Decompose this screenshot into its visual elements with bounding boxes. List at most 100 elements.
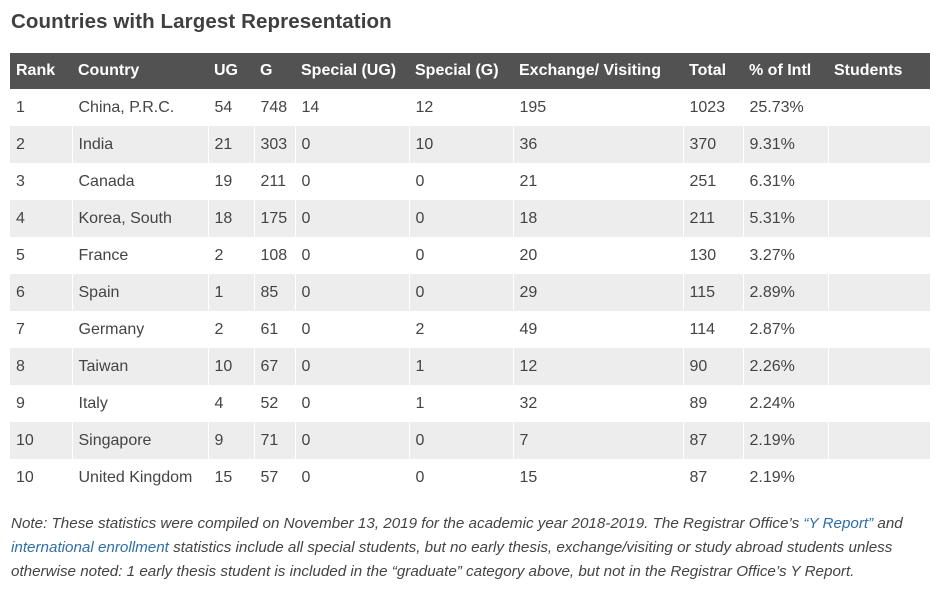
special-g-cell: 0 <box>408 237 513 274</box>
country-cell: China, P.R.C. <box>71 89 208 126</box>
rank-cell: 4 <box>16 209 25 227</box>
country-cell: Singapore <box>71 422 208 459</box>
y-report-link[interactable]: “Y Report” <box>803 515 874 532</box>
total-cell: 87 <box>682 422 743 459</box>
table-row: 3 Canada 19 211 0 0 21 251 6.31% <box>10 163 930 200</box>
header-special-ug: Special (UG) <box>301 62 397 79</box>
country-cell: Canada <box>71 163 208 200</box>
exchange-visiting-cell: 36 <box>512 126 683 163</box>
header-ug: UG <box>214 62 238 79</box>
g-cell: 52 <box>253 385 295 422</box>
special-ug-cell: 0 <box>294 311 409 348</box>
special-ug-cell: 0 <box>294 200 409 237</box>
header-pct-intl: % of Intl <box>749 62 812 79</box>
ug-cell: 9 <box>207 422 254 459</box>
exchange-visiting-cell: 15 <box>512 459 683 496</box>
ug-cell: 2 <box>207 237 254 274</box>
country-cell: Korea, South <box>71 200 208 237</box>
special-ug-cell: 0 <box>294 385 409 422</box>
g-cell: 748 <box>253 89 295 126</box>
header-exchange-visiting: Exchange/ Visiting <box>519 62 661 79</box>
country-cell: United Kingdom <box>71 459 208 496</box>
g-cell: 67 <box>253 348 295 385</box>
ug-cell: 4 <box>207 385 254 422</box>
students-cell <box>827 385 930 422</box>
special-g-cell: 0 <box>408 459 513 496</box>
table-row: 5 France 2 108 0 0 20 130 3.27% <box>10 237 930 274</box>
table-row: 6 Spain 1 85 0 0 29 115 2.89% <box>10 274 930 311</box>
g-cell: 108 <box>253 237 295 274</box>
table-row: 10 United Kingdom 15 57 0 0 15 87 2.19% <box>10 459 930 496</box>
ug-cell: 21 <box>207 126 254 163</box>
g-cell: 303 <box>253 126 295 163</box>
special-ug-cell: 14 <box>294 89 409 126</box>
pct-intl-cell: 2.24% <box>742 385 828 422</box>
table-row: 4 Korea, South 18 175 0 0 18 211 5.31% <box>10 200 930 237</box>
table-row: 8 Taiwan 10 67 0 1 12 90 2.26% <box>10 348 930 385</box>
country-cell: Germany <box>71 311 208 348</box>
rank-cell: 10 <box>16 468 34 486</box>
country-cell: France <box>71 237 208 274</box>
students-cell <box>827 89 930 126</box>
ug-cell: 15 <box>207 459 254 496</box>
special-ug-cell: 0 <box>294 237 409 274</box>
table-body: 1 China, P.R.C. 54 748 14 12 195 1023 25.73% 2 Ind… <box>10 89 930 496</box>
special-g-cell: 1 <box>408 348 513 385</box>
rank-cell: 9 <box>16 394 25 412</box>
ug-cell: 54 <box>207 89 254 126</box>
country-stats-table: Rank Country UG G Special (UG) Special (… <box>10 53 930 496</box>
country-cell: Taiwan <box>71 348 208 385</box>
ug-cell: 10 <box>207 348 254 385</box>
total-cell: 211 <box>682 200 743 237</box>
g-cell: 61 <box>253 311 295 348</box>
ug-cell: 19 <box>207 163 254 200</box>
special-ug-cell: 0 <box>294 274 409 311</box>
total-cell: 87 <box>682 459 743 496</box>
rank-cell: 8 <box>16 357 25 375</box>
rank-cell: 7 <box>16 320 25 338</box>
footnote: Note: These statistics were compiled on … <box>11 512 936 584</box>
total-cell: 90 <box>682 348 743 385</box>
total-cell: 370 <box>682 126 743 163</box>
rank-cell: 3 <box>16 172 25 190</box>
international-enrollment-link[interactable]: international enrollment <box>11 539 169 556</box>
exchange-visiting-cell: 29 <box>512 274 683 311</box>
table-row: 10 Singapore 9 71 0 0 7 87 2.19% <box>10 422 930 459</box>
ug-cell: 18 <box>207 200 254 237</box>
country-cell: Italy <box>71 385 208 422</box>
header-rank: Rank <box>16 62 56 79</box>
g-cell: 85 <box>253 274 295 311</box>
exchange-visiting-cell: 12 <box>512 348 683 385</box>
special-ug-cell: 0 <box>294 126 409 163</box>
exchange-visiting-cell: 49 <box>512 311 683 348</box>
rank-cell: 1 <box>16 98 25 116</box>
rank-cell: 5 <box>16 246 25 264</box>
special-g-cell: 2 <box>408 311 513 348</box>
students-cell <box>827 200 930 237</box>
ug-cell: 1 <box>207 274 254 311</box>
special-ug-cell: 0 <box>294 459 409 496</box>
pct-intl-cell: 25.73% <box>742 89 828 126</box>
special-ug-cell: 0 <box>294 348 409 385</box>
pct-intl-cell: 3.27% <box>742 237 828 274</box>
g-cell: 175 <box>253 200 295 237</box>
table-row: 7 Germany 2 61 0 2 49 114 2.87% <box>10 311 930 348</box>
header-special-g: Special (G) <box>415 62 499 79</box>
special-ug-cell: 0 <box>294 163 409 200</box>
students-cell <box>827 163 930 200</box>
special-ug-cell: 0 <box>294 422 409 459</box>
note-text-2: and <box>873 515 903 532</box>
header-g: G <box>260 62 273 79</box>
note-text-3: statistics include all special students,… <box>11 539 893 580</box>
pct-intl-cell: 2.19% <box>742 459 828 496</box>
pct-intl-cell: 9.31% <box>742 126 828 163</box>
ug-cell: 2 <box>207 311 254 348</box>
students-cell <box>827 459 930 496</box>
exchange-visiting-cell: 32 <box>512 385 683 422</box>
students-cell <box>827 348 930 385</box>
rank-cell: 10 <box>16 431 34 449</box>
pct-intl-cell: 2.87% <box>742 311 828 348</box>
special-g-cell: 12 <box>408 89 513 126</box>
total-cell: 89 <box>682 385 743 422</box>
exchange-visiting-cell: 21 <box>512 163 683 200</box>
